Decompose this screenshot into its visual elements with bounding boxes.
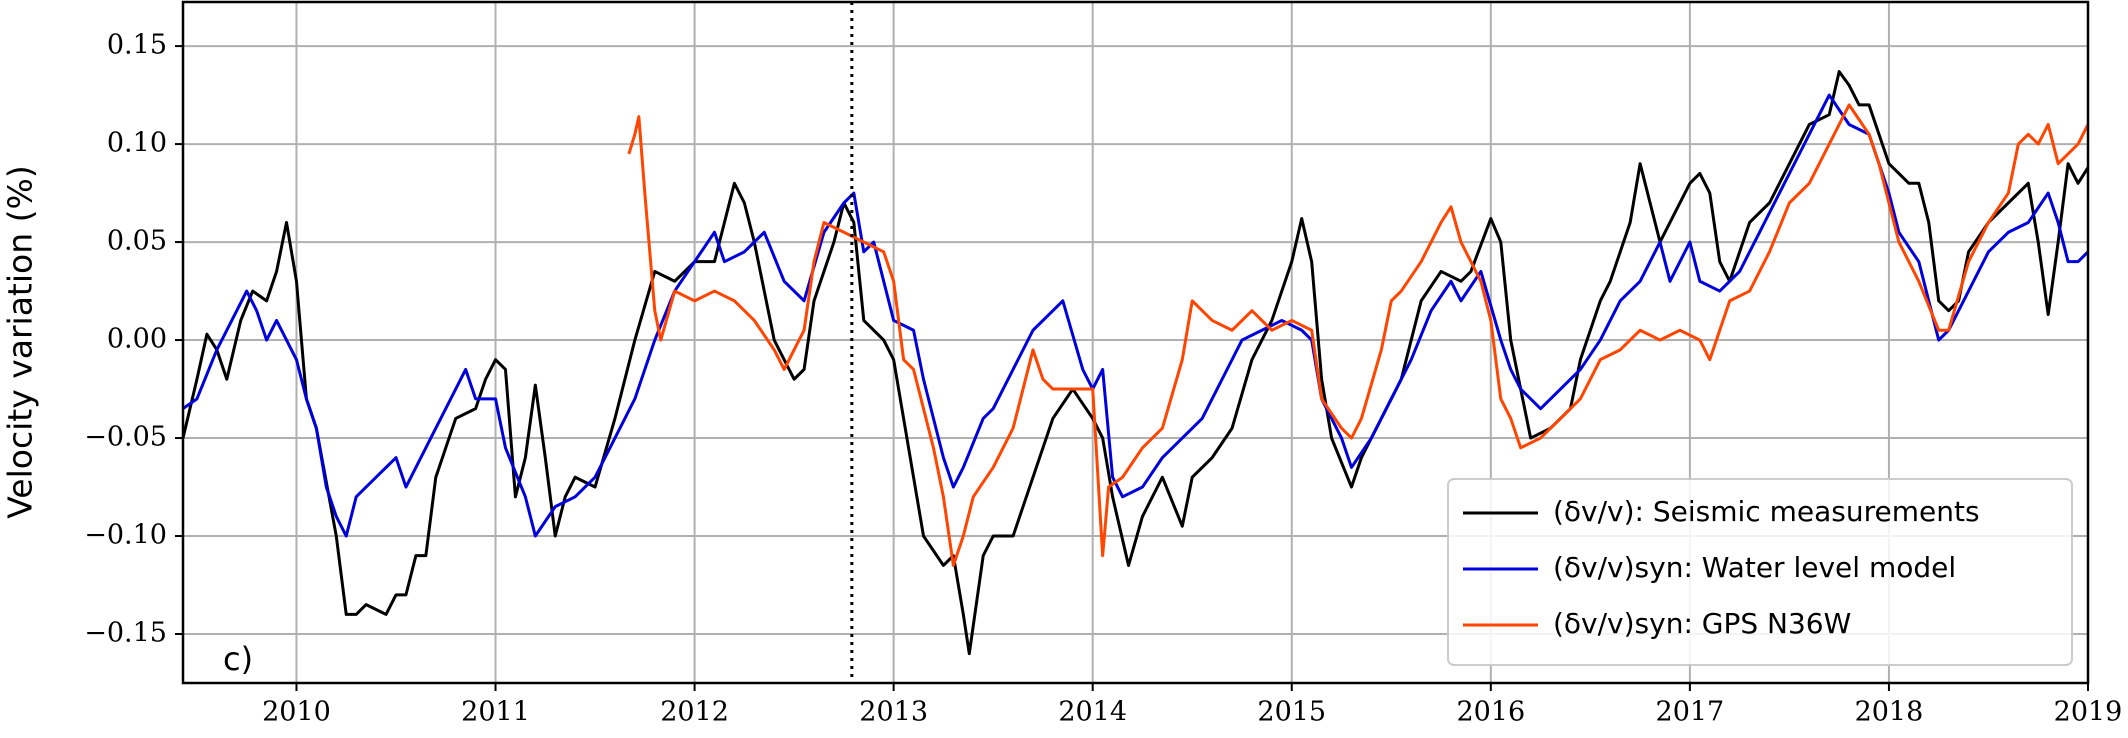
y-tick-label: 0.00 — [107, 324, 167, 355]
y-tick-label: 0.15 — [107, 30, 167, 61]
legend-box — [1447, 478, 2073, 666]
y-tick-label: 0.10 — [107, 128, 167, 159]
x-tick-label: 2018 — [1855, 697, 1924, 728]
x-tick-label: 2019 — [2054, 697, 2123, 728]
x-tick-label: 2017 — [1656, 697, 1725, 728]
legend: (δv/v): Seismic measurements (δv/v)syn: W… — [1447, 478, 2073, 666]
series-line — [182, 93, 2090, 538]
y-tick-label: −0.05 — [84, 422, 167, 453]
x-tick-label: 2016 — [1456, 697, 1525, 728]
x-tick-label: 2012 — [660, 697, 729, 728]
series-line — [627, 103, 2090, 567]
x-tick-label: 2013 — [859, 697, 928, 728]
x-tick-label: 2011 — [461, 697, 530, 728]
x-tick-label: 2015 — [1257, 697, 1326, 728]
x-tick-label: 2014 — [1058, 697, 1127, 728]
panel-label: c) — [223, 640, 253, 678]
legend-label: (δv/v)syn: GPS N36W — [1553, 607, 1851, 640]
plot-frame — [181, 0, 2090, 685]
legend-label: (δv/v): Seismic measurements — [1553, 495, 1980, 528]
y-axis-label: Velocity variation (%) — [1, 165, 40, 518]
series-line — [181, 70, 2090, 656]
legend-label: (δv/v)syn: Water level model — [1553, 551, 1956, 584]
y-tick-label: −0.15 — [84, 618, 167, 649]
y-tick-label: −0.10 — [84, 520, 167, 551]
y-tick-label: 0.05 — [107, 226, 167, 257]
x-tick-label: 2010 — [262, 697, 331, 728]
